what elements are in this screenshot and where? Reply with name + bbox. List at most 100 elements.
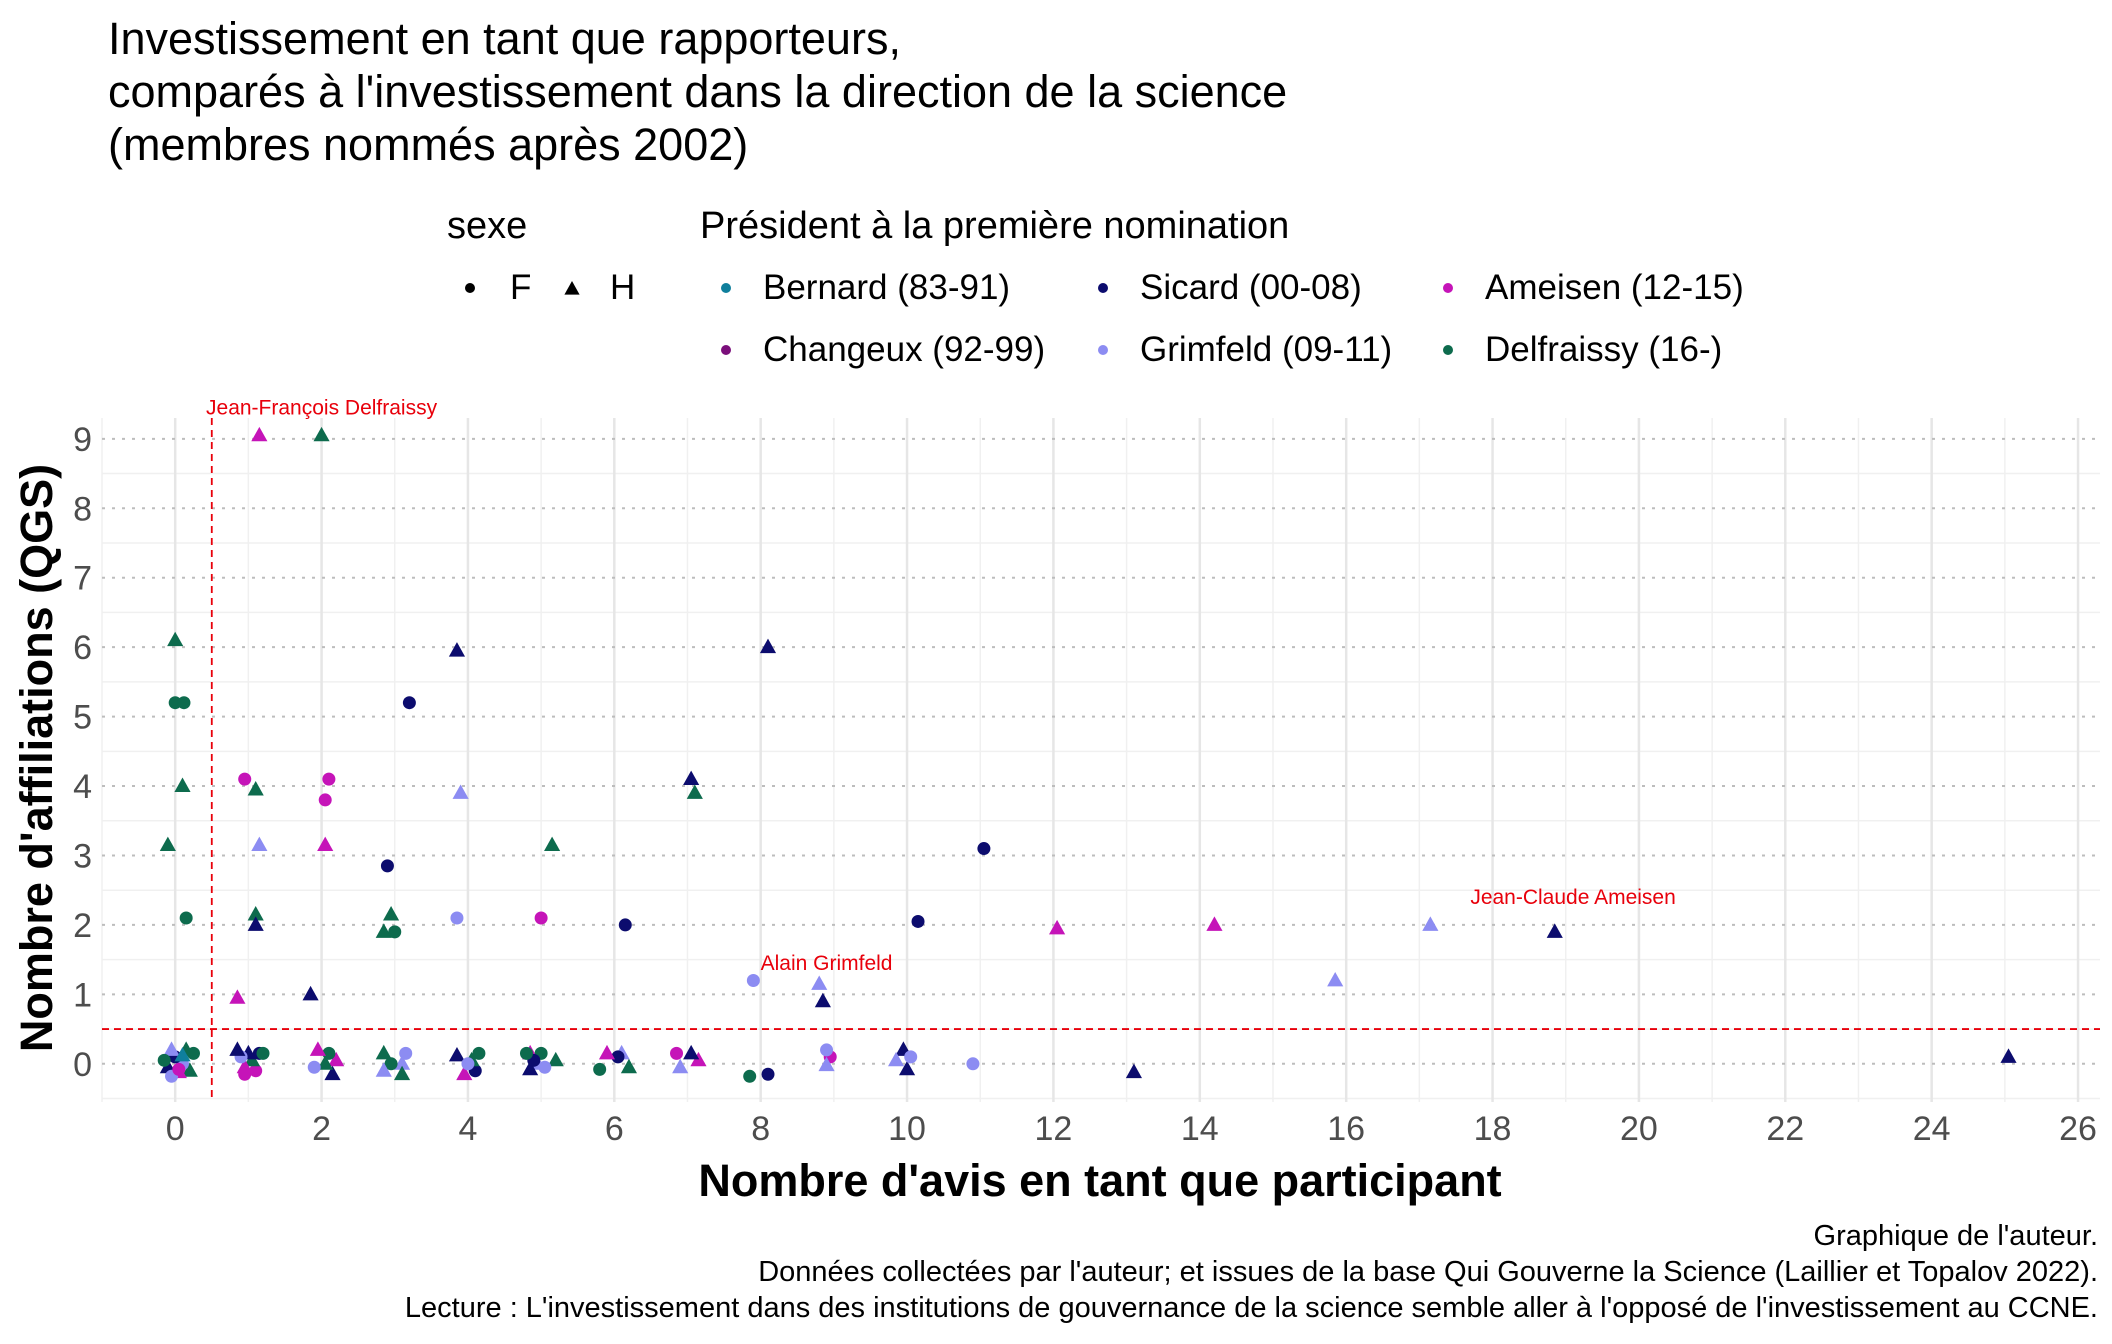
y-tick-label: 3 [73,837,92,875]
data-point [238,1067,252,1081]
caption-reading: Lecture : L'investissement dans des inst… [404,1292,2098,1324]
data-point [247,916,264,931]
y-tick-label: 7 [73,560,92,598]
data-point [318,793,332,807]
data-point [461,1057,475,1071]
legend-item-sicard-label: Sicard (00-08) [1140,268,1362,307]
data-point [181,1062,198,1077]
data-point [229,1041,246,1056]
data-point [1206,916,1223,931]
y-tick-label: 8 [73,490,92,528]
data-point [534,911,548,925]
legend-item-ameisen-label: Ameisen (12-15) [1485,268,1744,307]
data-point [618,918,632,932]
x-axis-ticks: 0 2 4 6 8 10 12 14 16 18 20 22 24 26 [166,1110,2097,1148]
data-point [593,1062,607,1076]
y-tick-label: 4 [73,768,92,806]
legend-key-delfraissy [1443,345,1453,355]
chart-title-line-3: (membres nommés après 2002) [108,119,749,170]
y-tick-label: 1 [73,976,92,1014]
data-point [452,784,469,799]
x-tick-label: 4 [458,1110,477,1148]
data-point [157,1053,171,1067]
data-point [380,859,394,873]
data-point [966,1057,980,1071]
data-point [172,1062,186,1076]
data-point [672,1058,689,1074]
data-point [683,770,700,786]
data-point [547,1051,564,1067]
data-point [177,696,191,710]
data-point [456,1065,473,1081]
data-point [159,836,176,852]
data-point [1125,1063,1143,1079]
data-point [598,1044,616,1060]
data-point [686,784,703,799]
data-point [1049,919,1066,935]
data-point [888,1051,905,1067]
data-point [393,1055,411,1070]
data-point [904,1050,918,1064]
data-point [522,1060,539,1076]
data-point [761,1067,775,1081]
data-point [746,973,760,987]
data-point [251,426,268,442]
data-point [820,1043,834,1057]
x-tick-label: 14 [1181,1110,1219,1148]
data-point [388,925,402,939]
data-point [317,1055,334,1070]
data-point [307,1060,321,1074]
data-point [450,911,464,925]
legend-item-changeux-label: Changeux (92-99) [763,330,1046,369]
legend-key-triangle [564,281,580,295]
data-point [324,1065,341,1081]
data-point [247,906,264,921]
data-point [328,1051,345,1067]
legend-shape-title: sexe [447,205,528,247]
data-point [977,842,991,856]
data-point [759,638,777,654]
legend-key-bernard [721,283,731,293]
data-point [256,1046,270,1060]
data-point [375,1062,392,1077]
y-tick-label: 0 [73,1046,92,1084]
data-points [157,426,2017,1083]
legend-shape-h-label: H [610,268,636,307]
data-point [2000,1048,2017,1063]
annotations: Jean-François Delfraissy Alain Grimfeld Je… [206,397,1676,976]
legend-keys [465,281,1453,355]
data-point [814,992,831,1008]
x-tick-label: 10 [888,1110,926,1148]
legend-key-ameisen [1443,283,1453,293]
x-axis-title: Nombre d'avis en tant que participant [698,1155,1501,1206]
data-point [247,781,264,796]
data-point [472,1046,486,1060]
data-point [317,836,334,852]
data-point [229,989,246,1004]
annotation-label: Alain Grimfeld [761,952,893,975]
data-point [683,1044,700,1060]
data-point [163,1041,180,1056]
data-point [313,426,330,442]
data-point [811,975,828,990]
y-tick-label: 6 [73,629,92,667]
grid-major [102,418,2100,1102]
legend-item-grimfeld-label: Grimfeld (09-11) [1140,330,1393,369]
legend-key-grimfeld [1098,345,1108,355]
x-tick-label: 2 [312,1110,331,1148]
data-point [375,1044,392,1060]
data-point [911,914,925,928]
legend-key-circle [465,283,475,293]
x-tick-label: 24 [1913,1110,1951,1148]
chart-title: Investissement en tant que rapporteurs, … [108,12,1287,171]
data-point [309,1041,326,1056]
y-axis-title: Nombre d'affiliations (QGS) [11,464,62,1052]
legend-shape-f-label: F [510,268,532,307]
data-point [174,1046,191,1062]
data-point [384,1057,398,1071]
data-point [519,1046,533,1060]
data-point [159,1058,176,1074]
data-point [448,642,466,657]
data-point [174,777,191,792]
